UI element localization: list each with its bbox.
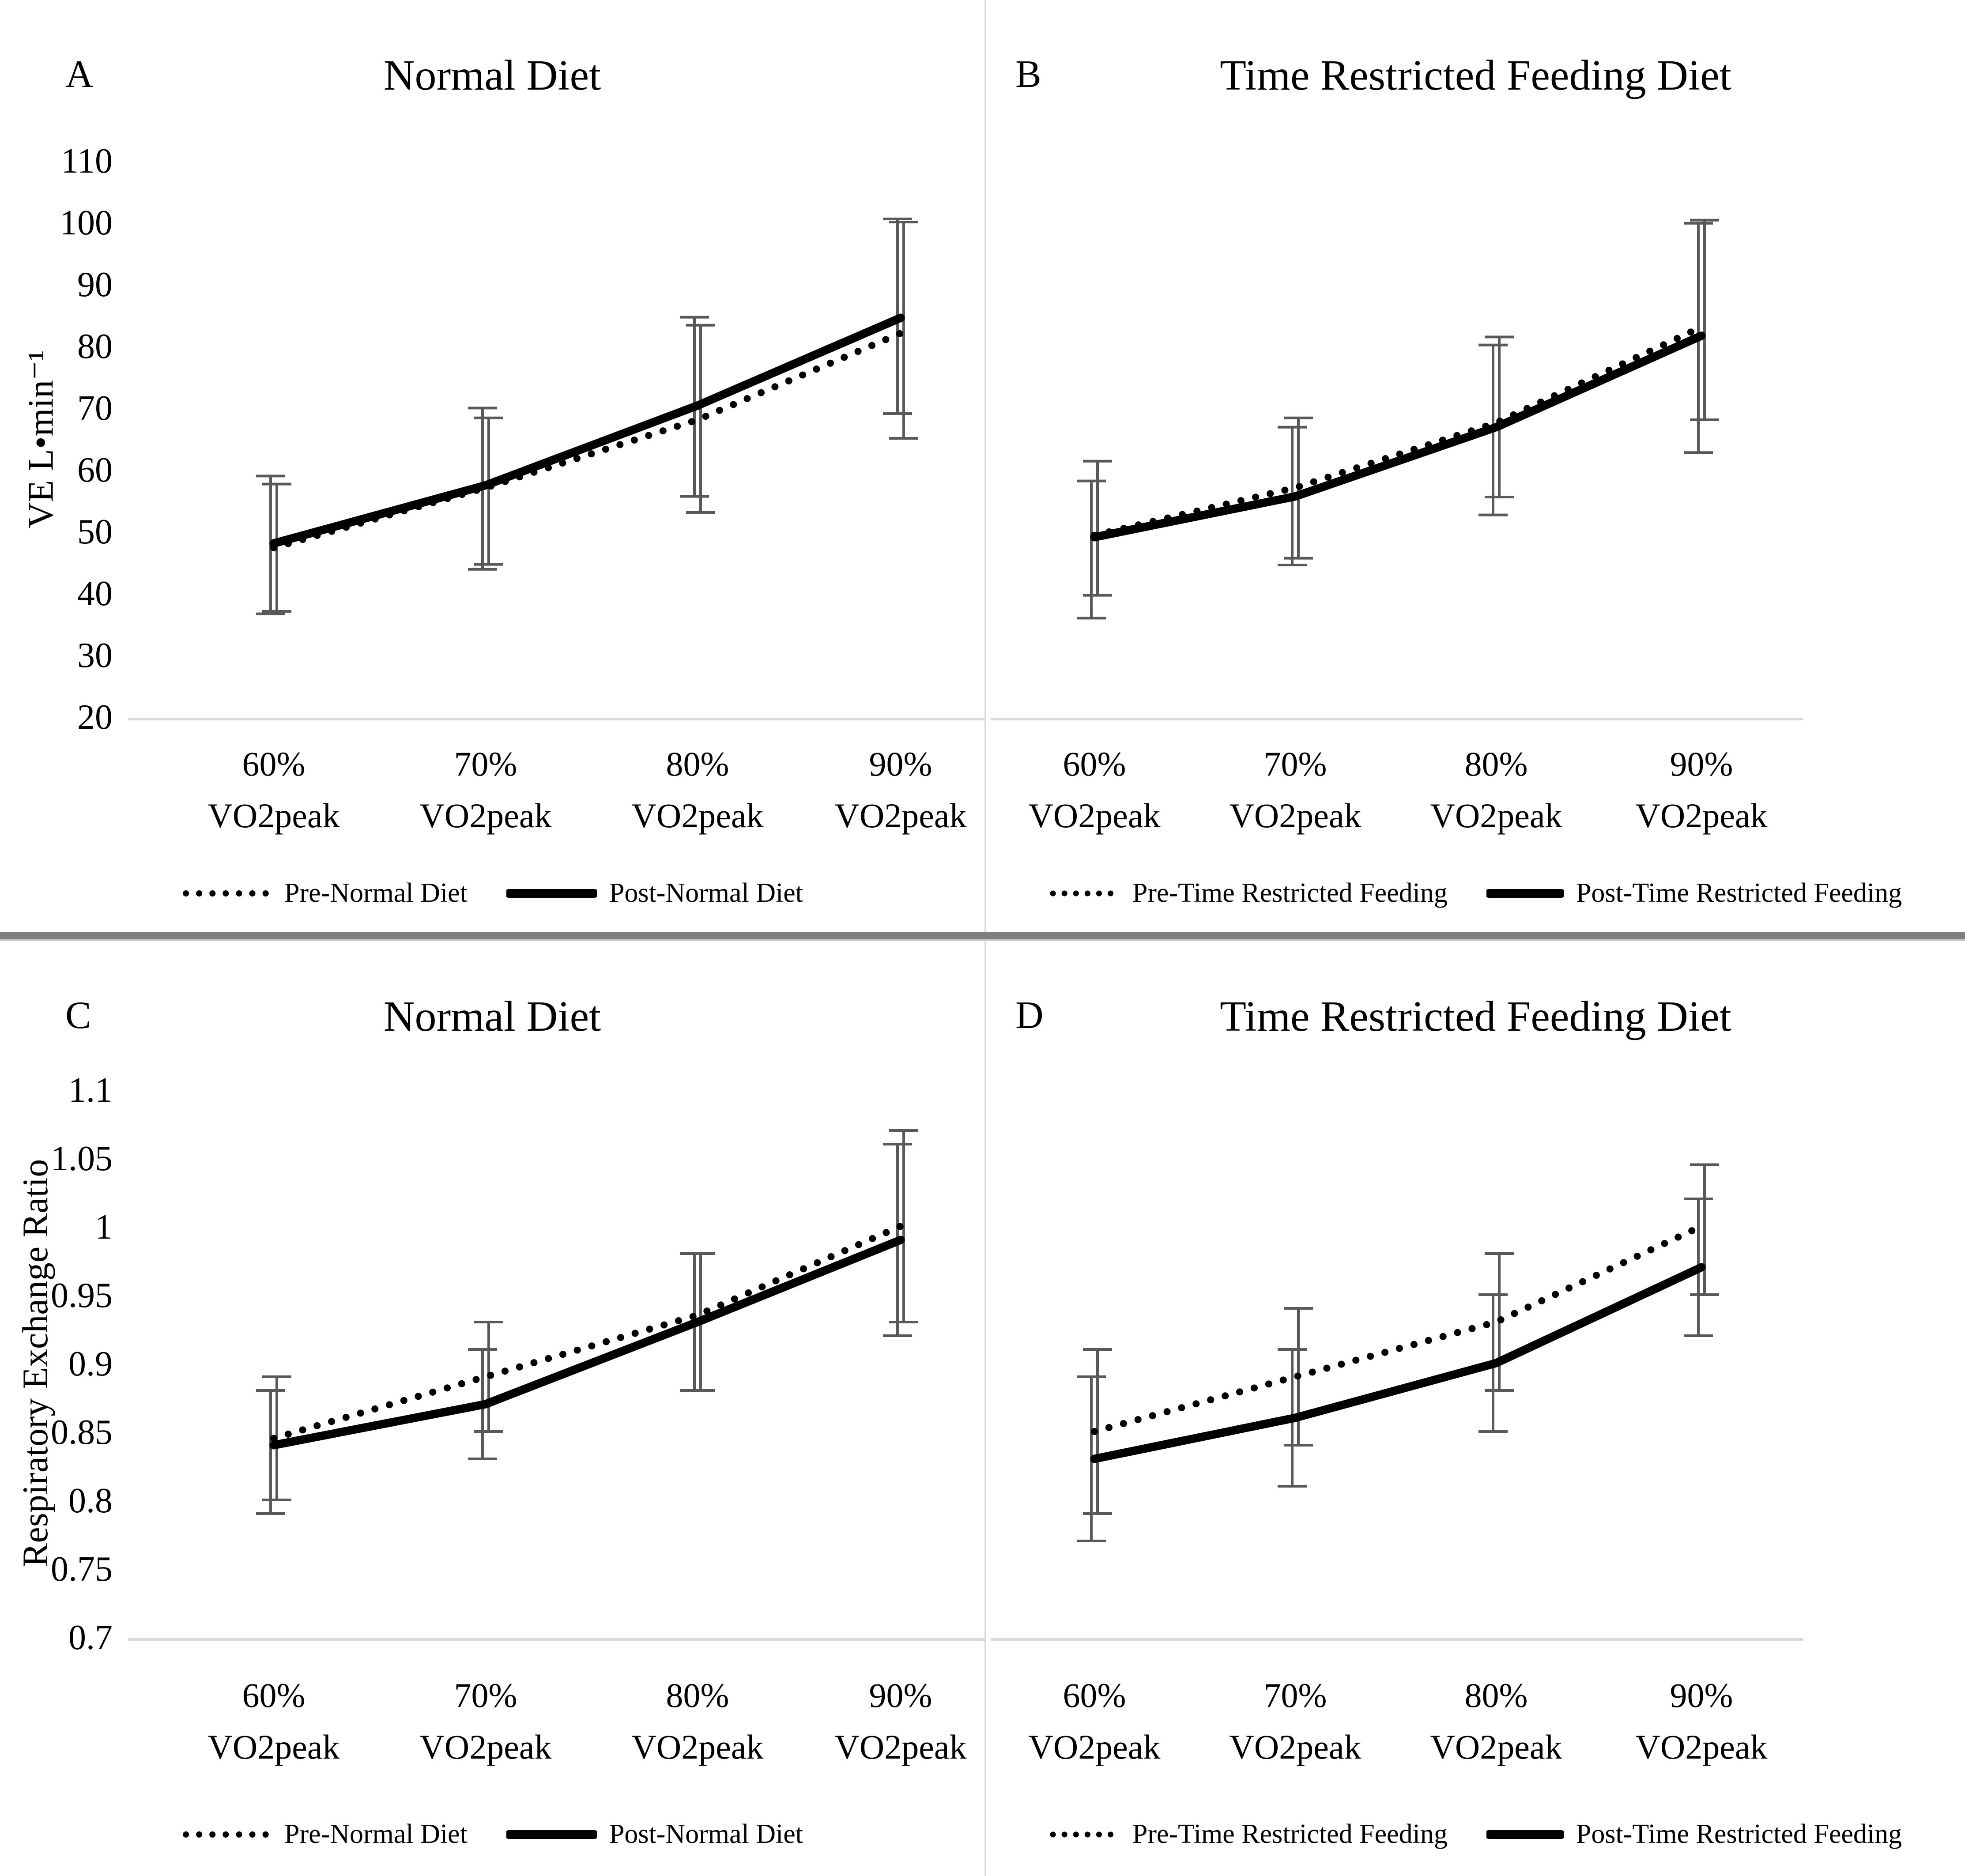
- svg-text:80%: 80%: [666, 1676, 729, 1714]
- svg-text:30: 30: [77, 636, 113, 675]
- plot-area-c: 1.1 1.05 1 0.95 0.9 0.85 0.8 0.75 0.7 60% VO2peak 7…: [51, 1071, 984, 1766]
- svg-text:80: 80: [77, 327, 113, 366]
- svg-text:70%: 70%: [454, 1676, 517, 1714]
- panel-title-c: Normal Diet: [383, 993, 601, 1040]
- panel-b: B Time Restricted Feeding Diet 60% VO2pea…: [984, 0, 1965, 932]
- legend-label-pre-d: Pre-Time Restricted Feeding: [1132, 1819, 1448, 1849]
- svg-text:0.9: 0.9: [68, 1345, 113, 1383]
- svg-text:70%: 70%: [454, 745, 517, 783]
- svg-text:VO2peak: VO2peak: [1029, 796, 1161, 835]
- svg-text:90%: 90%: [869, 745, 932, 783]
- legend-a: Pre-Normal Diet Post-Normal Diet: [0, 878, 984, 909]
- legend-label-post-c: Post-Normal Diet: [609, 1819, 803, 1849]
- svg-text:VO2peak: VO2peak: [420, 796, 552, 835]
- panel-label-b: B: [1015, 53, 1041, 96]
- svg-text:110: 110: [61, 142, 113, 181]
- legend-label-pre-b: Pre-Time Restricted Feeding: [1132, 878, 1448, 908]
- svg-text:70%: 70%: [1264, 1676, 1327, 1714]
- legend-label-post-b: Post-Time Restricted Feeding: [1576, 878, 1902, 908]
- svg-text:VO2peak: VO2peak: [208, 796, 340, 835]
- svg-text:60%: 60%: [1063, 745, 1126, 783]
- plot-area-a: 110 100 90 80 70 60 50 40 30 20 60% VO2peak 70% VO2pe…: [60, 142, 984, 835]
- legend-label-pre-c: Pre-Normal Diet: [284, 1819, 468, 1849]
- svg-text:VO2peak: VO2peak: [1636, 796, 1768, 835]
- svg-text:0.95: 0.95: [51, 1276, 113, 1315]
- svg-text:100: 100: [60, 203, 113, 242]
- svg-text:70: 70: [77, 389, 113, 428]
- svg-text:80%: 80%: [666, 745, 729, 783]
- svg-text:90%: 90%: [1670, 745, 1733, 783]
- svg-text:VO2peak: VO2peak: [1029, 1728, 1161, 1766]
- svg-text:90%: 90%: [1670, 1676, 1733, 1714]
- svg-text:VO2peak: VO2peak: [1636, 1728, 1768, 1766]
- svg-text:1: 1: [95, 1208, 113, 1247]
- svg-text:60%: 60%: [242, 745, 305, 783]
- legend-label-post-d: Post-Time Restricted Feeding: [1576, 1819, 1902, 1849]
- svg-text:VO2peak: VO2peak: [1230, 796, 1362, 835]
- svg-text:1.05: 1.05: [51, 1139, 113, 1178]
- panel-a: A Normal Diet VE L•min⁻¹ 110 100 90 80 70 60 5…: [0, 0, 984, 932]
- svg-text:VO2peak: VO2peak: [208, 1728, 340, 1766]
- legend-marker-dotted-icon: [181, 1829, 272, 1840]
- plot-area-b: 60% VO2peak 70% VO2peak 80% VO2peak 90% VO2peak: [991, 218, 1803, 835]
- panel-title-d: Time Restricted Feeding Diet: [1220, 993, 1731, 1040]
- panel-title-a: Normal Diet: [383, 52, 601, 99]
- svg-text:60: 60: [77, 451, 113, 490]
- svg-text:20: 20: [77, 698, 113, 737]
- panel-title-b: Time Restricted Feeding Diet: [1220, 52, 1731, 99]
- svg-text:VO2peak: VO2peak: [1430, 796, 1562, 835]
- legend-c: Pre-Normal Diet Post-Normal Diet: [0, 1819, 984, 1850]
- panel-c: C Normal Diet Respiratory Exchange Ratio…: [0, 941, 984, 1876]
- legend-label-post-a: Post-Normal Diet: [609, 878, 803, 908]
- panel-d: D Time Restricted Feeding Diet 60% VO2pea…: [984, 941, 1965, 1876]
- svg-text:VO2peak: VO2peak: [420, 1728, 552, 1766]
- legend-marker-solid-icon: [506, 1829, 597, 1840]
- svg-text:VO2peak: VO2peak: [632, 796, 764, 835]
- svg-text:1.1: 1.1: [68, 1071, 113, 1110]
- legend-b: Pre-Time Restricted Feeding Post-Time Re…: [986, 878, 1965, 909]
- svg-text:VO2peak: VO2peak: [835, 1728, 967, 1766]
- legend-marker-solid-icon: [506, 888, 597, 899]
- svg-text:60%: 60%: [242, 1676, 305, 1714]
- svg-text:0.7: 0.7: [68, 1618, 113, 1657]
- svg-text:90%: 90%: [869, 1676, 932, 1714]
- svg-text:0.85: 0.85: [51, 1413, 113, 1452]
- panel-row-divider: [0, 932, 1965, 941]
- plot-area-d: 60% VO2peak 70% VO2peak 80% VO2peak 90% VO2peak: [991, 1163, 1803, 1766]
- svg-text:40: 40: [77, 574, 113, 613]
- legend-label-pre-a: Pre-Normal Diet: [284, 878, 468, 908]
- panel-label-a: A: [65, 53, 94, 96]
- legend-marker-solid-icon: [1486, 888, 1564, 899]
- svg-text:VO2peak: VO2peak: [1230, 1728, 1362, 1766]
- svg-text:VO2peak: VO2peak: [1430, 1728, 1562, 1766]
- legend-marker-dotted-icon: [181, 888, 272, 899]
- svg-text:70%: 70%: [1264, 745, 1327, 783]
- svg-text:50: 50: [77, 512, 113, 551]
- legend-marker-solid-icon: [1486, 1829, 1564, 1840]
- svg-text:0.8: 0.8: [68, 1481, 113, 1520]
- svg-text:60%: 60%: [1063, 1676, 1126, 1714]
- legend-d: Pre-Time Restricted Feeding Post-Time Re…: [986, 1819, 1965, 1850]
- panel-label-d: D: [1015, 994, 1044, 1037]
- svg-text:90: 90: [77, 265, 113, 304]
- svg-text:0.75: 0.75: [51, 1550, 113, 1589]
- panel-label-c: C: [65, 994, 91, 1037]
- svg-text:80%: 80%: [1465, 1676, 1528, 1714]
- svg-text:80%: 80%: [1465, 745, 1528, 783]
- legend-marker-dotted-icon: [1049, 1829, 1120, 1840]
- svg-text:VO2peak: VO2peak: [632, 1728, 764, 1766]
- svg-text:VO2peak: VO2peak: [835, 796, 967, 835]
- legend-marker-dotted-icon: [1049, 888, 1120, 899]
